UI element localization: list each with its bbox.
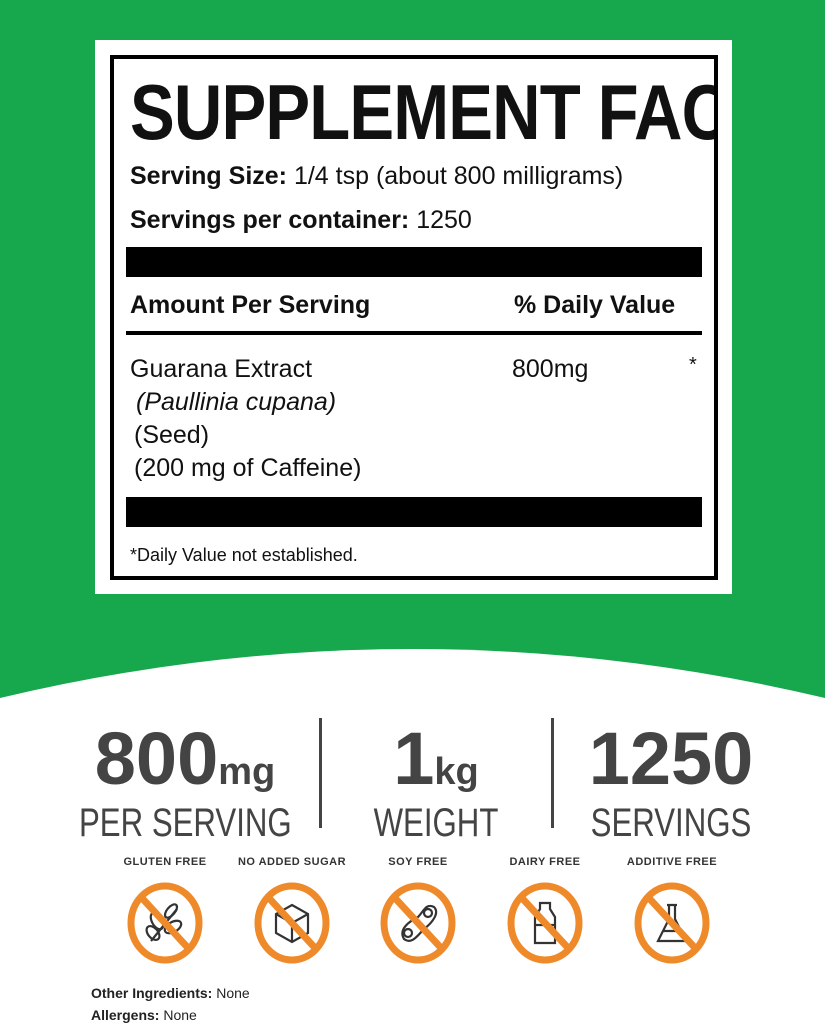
badge-emblem — [254, 882, 330, 964]
other-label: Other Ingredients: — [91, 985, 213, 1001]
stat-value: 1250 — [589, 722, 754, 796]
serving-size: Serving Size: 1/4 tsp (about 800 milligr… — [130, 162, 623, 191]
footnote: *Daily Value not established. — [130, 545, 358, 565]
stat-unit: kg — [434, 751, 479, 793]
badge-no-added-sugar: NO ADDED SUGAR — [232, 856, 352, 972]
prohibited-icon — [634, 882, 710, 964]
prohibited-icon — [254, 882, 330, 964]
supplement-facts-panel: SUPPLEMENT FACTS Serving Size: 1/4 tsp (… — [95, 40, 732, 594]
badge-label: GLUTEN FREE — [123, 856, 207, 868]
servings-label: Servings per container: — [130, 206, 410, 234]
badge-label: NO ADDED SUGAR — [237, 856, 347, 868]
stat-value: 800mg — [95, 722, 275, 796]
soybean-icon — [401, 904, 438, 942]
facts-frame: SUPPLEMENT FACTS Serving Size: 1/4 tsp (… — [110, 55, 718, 580]
prohibited-icon — [380, 882, 456, 964]
stat-label: PER SERVING — [78, 801, 292, 845]
allergens-value: None — [159, 1007, 197, 1023]
other-value: None — [212, 985, 250, 1001]
thick-rule — [126, 497, 702, 527]
prohibited-icon — [127, 882, 203, 964]
rule — [126, 331, 702, 335]
stat-number: 1 — [393, 717, 435, 800]
badge-label: ADDITIVE FREE — [626, 856, 718, 868]
other-ingredients: Other Ingredients: None — [91, 985, 250, 1001]
badge-label: DAIRY FREE — [509, 856, 581, 868]
ingredient-caffeine: (200 mg of Caffeine) — [134, 454, 362, 482]
ingredient-amount: 800mg — [512, 355, 589, 383]
divider — [551, 718, 554, 828]
divider — [319, 718, 322, 828]
ingredient-latin: (Paullinia cupana) — [136, 388, 337, 416]
badge-emblem — [634, 882, 710, 964]
stat-label: WEIGHT — [373, 801, 499, 845]
badge-emblem — [127, 882, 203, 964]
amount-header: Amount Per Serving — [130, 291, 371, 319]
servings-per-container: Servings per container: 1250 — [130, 206, 472, 235]
stat-number: 1250 — [588, 717, 754, 800]
badge-emblem — [380, 882, 456, 964]
dv-header: % Daily Value — [514, 291, 676, 319]
stat-number: 800 — [94, 717, 219, 800]
badge-additive-free: ADDITIVE FREE — [612, 856, 732, 972]
facts-title: SUPPLEMENT FACTS — [130, 68, 714, 156]
serving-size-label: Serving Size: — [130, 162, 287, 190]
stat-value: 1kg — [393, 722, 479, 796]
ingredient-dv: * — [689, 354, 697, 376]
ingredient-name: Guarana Extract — [130, 355, 313, 383]
stat-per-serving: 800mg PER SERVING — [60, 722, 310, 846]
stat-label: SERVINGS — [590, 801, 752, 845]
stat-servings: 1250 SERVINGS — [556, 722, 786, 846]
ingredient-part: (Seed) — [134, 421, 210, 449]
badge-gluten-free: GLUTEN FREE — [105, 856, 225, 972]
thick-rule — [126, 247, 702, 277]
badge-soy-free: SOY FREE — [358, 856, 478, 972]
allergens: Allergens: None — [91, 1007, 197, 1023]
stat-weight: 1kg WEIGHT — [311, 722, 561, 846]
serving-size-value: 1/4 tsp (about 800 milligrams) — [287, 162, 624, 190]
prohibited-icon — [507, 882, 583, 964]
allergens-label: Allergens: — [91, 1007, 160, 1023]
badge-label: SOY FREE — [388, 856, 448, 868]
badge-emblem — [507, 882, 583, 964]
servings-value: 1250 — [409, 206, 472, 234]
stat-unit: mg — [218, 751, 276, 793]
badge-dairy-free: DAIRY FREE — [485, 856, 605, 972]
